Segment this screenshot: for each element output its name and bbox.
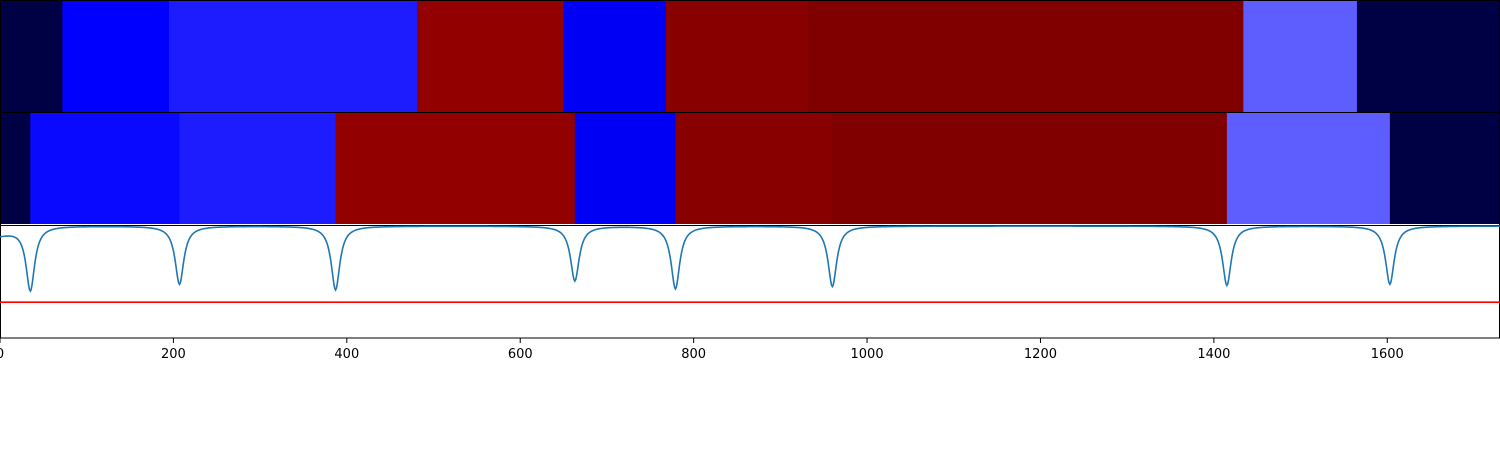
heatmap-row-2-segment-4 <box>335 113 576 224</box>
x-tick-label-3: 400 <box>334 347 359 362</box>
x-tick-label-8: 1400 <box>1197 347 1230 362</box>
x-axis: 0 200 400 600 800 1000 1200 1400 1600 <box>0 338 1404 362</box>
heatmap-row-2-segment-1 <box>0 113 31 224</box>
x-tick-label-5: 800 <box>681 347 706 362</box>
heatmap-rows <box>0 0 1500 226</box>
signal-panel-frame <box>0 225 1500 339</box>
x-tick-label-2: 200 <box>161 347 186 362</box>
heatmap-row-1-segment-6 <box>665 1 809 112</box>
heatmap-row-2-segment-3 <box>179 113 337 224</box>
signal-line <box>0 225 1500 293</box>
heatmap-row-1-segment-3 <box>169 1 418 112</box>
heatmap-row-1-segment-8 <box>1243 1 1358 112</box>
heatmap-row-2 <box>0 113 1500 224</box>
heatmap-row-1-segment-4 <box>417 1 565 112</box>
signal-panel <box>0 225 1500 339</box>
heatmap-row-1-segment-2 <box>62 1 170 112</box>
heatmap-row-1-segment-9 <box>1356 1 1500 112</box>
x-tick-label-9: 1600 <box>1371 347 1404 362</box>
heatmap-row-2-segment-9 <box>1389 113 1500 224</box>
x-tick-label-1: 0 <box>0 347 4 362</box>
x-tick-label-7: 1200 <box>1024 347 1057 362</box>
heatmap-row-2-segment-8 <box>1226 113 1391 224</box>
heatmap-row-2-segment-5 <box>574 113 677 224</box>
heatmap-row-2-segment-2 <box>30 113 181 224</box>
x-tick-label-4: 600 <box>508 347 533 362</box>
heatmap-row-2-segment-6 <box>675 113 833 224</box>
heatmap-row-1-segment-7 <box>808 1 1244 112</box>
heatmap-row-1-segment-1 <box>0 1 64 112</box>
heatmap-row-1-segment-5 <box>563 1 667 112</box>
x-tick-label-6: 1000 <box>851 347 884 362</box>
heatmap-row-1 <box>0 1 1500 112</box>
heatmap-row-2-segment-7 <box>832 113 1228 224</box>
